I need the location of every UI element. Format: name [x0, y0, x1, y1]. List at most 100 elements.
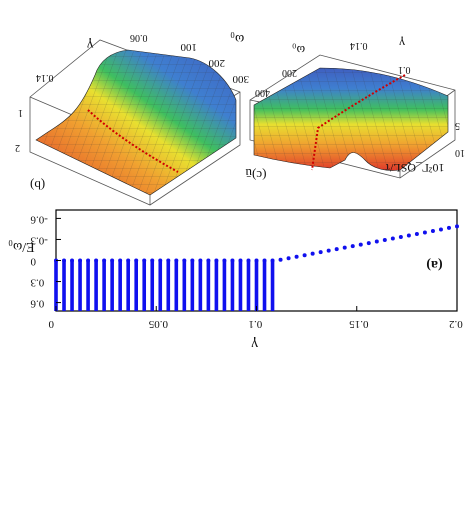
real-part-column-24	[246, 260, 251, 311]
real-part-column-13	[158, 260, 163, 311]
real-part-column-20	[214, 260, 219, 311]
panel-b-omega-tick-0: 100	[180, 41, 197, 53]
scatter-point-50	[455, 224, 459, 229]
real-part-column-9	[126, 260, 130, 311]
panel-c-z-label: 10²Γ_QSL/τ	[385, 161, 445, 175]
scatter-point-42	[390, 236, 395, 241]
scatter-point-33	[318, 250, 323, 255]
real-part-column-19	[206, 260, 211, 311]
panel-c-z-ticks: 5 10	[455, 120, 465, 158]
scatter-point-49	[446, 225, 451, 230]
real-part-column-3	[78, 260, 82, 311]
real-part-column-14	[166, 260, 171, 311]
panel-b-omega-tick-1: 200	[208, 57, 225, 69]
real-part-column-15	[174, 260, 179, 311]
scatter-point-36	[342, 245, 347, 250]
y-tick-label-3: 0.3	[30, 277, 44, 289]
panel-b-omega-ticks: 100 200 300	[180, 41, 249, 85]
real-part-column-11	[142, 260, 147, 311]
real-part-column-5	[94, 260, 98, 311]
panel-b-z-tick-0: 1	[18, 107, 23, 118]
panel-c-gamma-tick-1: 0.1	[398, 64, 411, 75]
real-part-column-2	[70, 260, 74, 311]
panel-c-surface-mesh	[254, 68, 448, 171]
panel-c-omega-tick-1: 400	[255, 87, 270, 98]
panel-a-ticks: 0 0.05 0.1 0.15 0.2 -0.6 -0.3 0 0.3 0.6	[30, 213, 463, 330]
real-part-column-8	[118, 260, 122, 311]
scatter-point-43	[398, 235, 403, 240]
panel-b-omega-tick-2: 300	[232, 73, 249, 85]
panel-b-gamma-ticks: 0.14 0.06	[36, 32, 148, 83]
panel-c-red-line	[311, 74, 406, 171]
x-tick-label-1: 0.05	[148, 318, 168, 330]
x-tick-label-0: 0	[48, 318, 54, 330]
panel-c-omega-label: ω₀	[292, 43, 305, 58]
real-part-column-6	[102, 260, 106, 311]
y-tick-label-4: 0.6	[30, 298, 44, 310]
panel-b-z-tick-1: 2	[15, 142, 20, 153]
real-part-column-23	[238, 260, 243, 311]
scatter-point-28	[278, 257, 283, 262]
scatter-point-39	[366, 241, 371, 246]
panel-b-gamma-label: γ	[87, 37, 94, 52]
panel-a-xlabel: γ	[251, 336, 259, 352]
x-tick-label-4: 0.2	[449, 318, 463, 330]
panel-b-z-ticks: 1 2	[15, 107, 23, 153]
real-part-column-27	[270, 260, 275, 311]
panel-a-ylabel: E/ω₀	[8, 239, 35, 254]
x-tick-label-3: 0.15	[349, 318, 369, 330]
real-part-column-0	[54, 260, 58, 311]
scatter-point-34	[326, 248, 331, 253]
y-tick-label-0: -0.6	[30, 213, 48, 225]
panel-a-dots	[54, 224, 459, 311]
real-part-column-10	[134, 260, 138, 311]
scatter-point-44	[406, 233, 411, 238]
scatter-point-37	[350, 244, 355, 249]
panel-c-gamma-ticks: 0.14 0.1	[350, 40, 411, 75]
real-part-column-12	[150, 260, 155, 311]
real-part-column-26	[262, 260, 267, 311]
real-part-column-22	[230, 260, 235, 311]
panel-a-chart: 0 0.05 0.1 0.15 0.2-0.6-0.300.30.6 (a) E/ω₀ …	[8, 209, 463, 352]
panel-b-red-line	[87, 109, 179, 173]
scatter-point-29	[286, 256, 291, 261]
panel-c-label: (c)	[252, 168, 266, 183]
scatter-point-45	[414, 231, 419, 236]
real-part-column-7	[110, 260, 114, 311]
y-tick-label-1: -0.3	[30, 234, 48, 246]
scatter-point-30	[294, 254, 299, 259]
real-part-column-1	[62, 260, 66, 311]
panel-b-omega-label: ω₀	[230, 31, 244, 46]
panel-b-side-label: ū	[245, 166, 252, 181]
real-part-column-16	[182, 260, 187, 311]
real-part-column-21	[222, 260, 227, 311]
panel-c-omega-tick-0: 200	[282, 67, 297, 78]
scatter-point-48	[438, 227, 443, 232]
scatter-point-31	[302, 253, 307, 258]
y-tick-label-2: 0	[30, 256, 36, 268]
scatter-point-35	[334, 247, 339, 252]
panel-a-label: (a)	[426, 257, 443, 272]
scatter-point-41	[382, 238, 387, 243]
panel-b-gamma-tick-1: 0.06	[130, 32, 148, 43]
panel-c-z-tick-0: 5	[455, 120, 460, 131]
panel-c-z-tick-1: 10	[455, 147, 465, 158]
panel-c-gamma-label: γ	[399, 36, 406, 51]
panel-c-omega-ticks: 200 400	[255, 67, 297, 98]
panel-b-surface-mesh	[36, 50, 236, 195]
real-part-column-25	[254, 260, 259, 311]
scatter-point-32	[310, 251, 315, 256]
panel-c: 200 400 ω₀ 0.14 0.1 γ 5 10 10²Γ_QSL/τ (c…	[249, 36, 465, 183]
panel-b-gamma-tick-0: 0.14	[36, 72, 54, 83]
panel-b-label: (b)	[30, 178, 45, 193]
scatter-point-47	[430, 228, 435, 233]
real-part-column-4	[86, 260, 90, 311]
real-part-column-18	[198, 260, 203, 311]
scatter-point-40	[374, 239, 379, 244]
scatter-point-46	[422, 230, 427, 235]
x-tick-label-2: 0.1	[249, 318, 263, 330]
panel-b: 100 200 300 ω₀ 0.14 0.06 γ 1 2 ū (b)	[15, 31, 252, 206]
panel-c-gamma-tick-0: 0.14	[350, 40, 368, 51]
